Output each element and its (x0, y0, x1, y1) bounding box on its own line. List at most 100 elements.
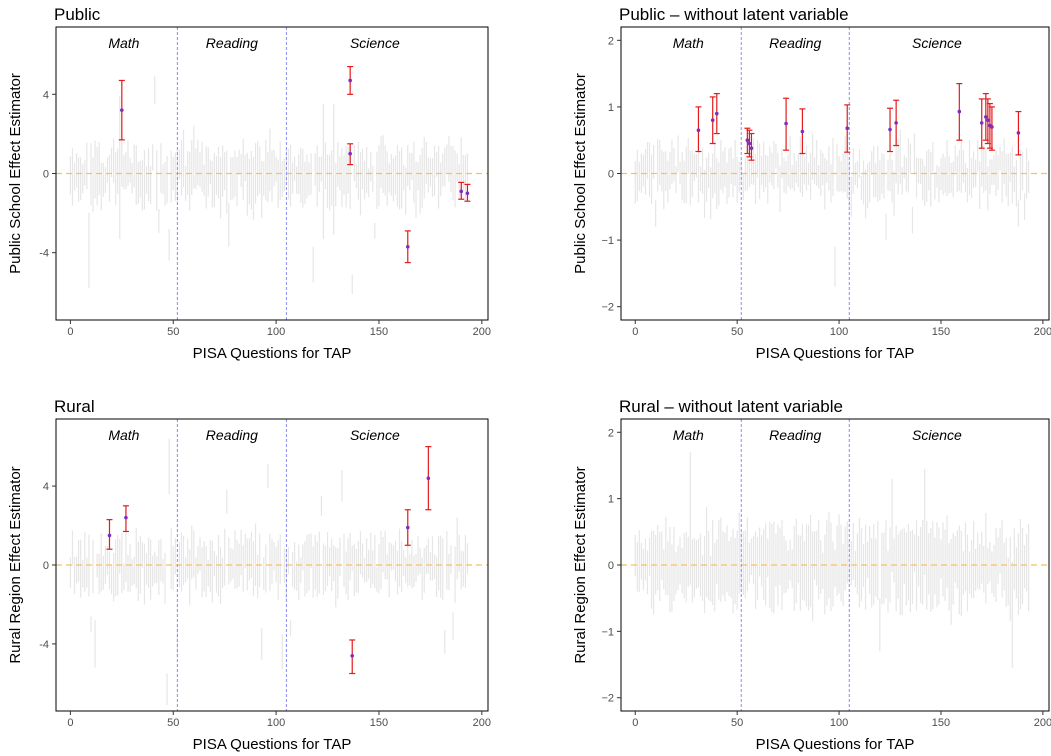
chart-0-point-estimate (465, 191, 470, 196)
chart-1-point-estimate (986, 118, 990, 123)
chart-3-ylabel: Rural Region Effect Estimator (572, 466, 589, 663)
chart-2-section-label: Math (108, 427, 139, 443)
chart-1-point-estimate (845, 126, 850, 131)
chart-2-xtick-label: 150 (370, 717, 388, 729)
chart-3-xtick-label: 200 (1034, 717, 1051, 729)
chart-1-point-estimate (747, 141, 752, 146)
chart-1-point-estimate (784, 121, 788, 126)
chart-1-xtick-label: 100 (830, 326, 848, 338)
chart-1-highlighted-estimate (844, 104, 851, 153)
chart-1-point-estimate (745, 138, 750, 143)
chart-2-xtick-label: 0 (67, 717, 73, 729)
chart-3-xtick-label: 0 (632, 717, 638, 729)
chart-0-ytick-label: -4 (39, 248, 49, 260)
chart-1-highlighted-estimate (713, 92, 720, 135)
chart-1-highlighted-estimate (986, 102, 993, 149)
chart-2-ylabel: Rural Region Effect Estimator (7, 466, 24, 663)
chart-2-highlighted-estimate (404, 509, 411, 546)
chart-0-background-intervals (69, 76, 469, 295)
chart-1-highlighted-estimate (988, 106, 995, 151)
chart-0-ytick-label: 4 (43, 89, 49, 101)
chart-0-section-label: Reading (206, 35, 258, 51)
chart-1-point-estimate (990, 125, 994, 129)
chart-0-point-estimate (348, 151, 352, 156)
chart-2-section-label: Reading (206, 427, 258, 443)
chart-2-highlighted-estimate (106, 519, 113, 550)
chart-3-ytick-label: −2 (601, 693, 614, 705)
chart-0-highlighted-estimate (464, 183, 471, 202)
chart-2-highlighted-estimate (349, 639, 356, 675)
chart-2-xtick-label: 100 (267, 717, 285, 729)
chart-1-point-estimate (1016, 131, 1021, 135)
chart-1-section-label: Science (912, 35, 962, 51)
chart-0-xlabel: PISA Questions for TAP (193, 345, 352, 362)
chart-1-point-estimate (984, 115, 988, 119)
chart-1-highlighted-estimate (887, 107, 894, 153)
chart-2-title: Rural (54, 397, 95, 416)
chart-2-xtick-label: 50 (167, 717, 179, 729)
chart-1-highlighted-estimate (1015, 110, 1022, 156)
chart-2-highlighted-estimate (122, 505, 129, 533)
chart-1-highlighted-estimate (748, 132, 755, 161)
chart-2-background-intervals (69, 438, 469, 706)
chart-1-xlabel: PISA Questions for TAP (756, 345, 915, 362)
chart-1-ytick-label: 2 (608, 35, 614, 47)
chart-1-point-estimate (888, 127, 892, 132)
chart-3-background-intervals (634, 452, 1030, 668)
chart-0-point-estimate (348, 78, 352, 83)
chart-2-xlabel: PISA Questions for TAP (193, 736, 352, 753)
chart-1-highlighted-estimate (893, 99, 900, 147)
chart-2-highlighted-estimate (425, 446, 432, 511)
chart-3-xtick-label: 100 (830, 717, 848, 729)
panel-public-without-latent: Public – without latent variable Public S… (572, 5, 1051, 362)
chart-0-highlighted-estimate (118, 79, 125, 141)
chart-1-xtick-label: 200 (1034, 326, 1051, 338)
chart-0-xtick-label: 100 (267, 326, 285, 338)
chart-0-highlighted-estimate (404, 230, 411, 264)
panel-rural-without-latent: Rural – without latent variable Rural Reg… (572, 397, 1051, 753)
chart-0-highlighted-estimate (347, 65, 354, 95)
chart-3-section-label: Science (912, 427, 962, 443)
chart-1-ytick-label: 0 (608, 169, 614, 181)
chart-1-ytick-label: −2 (601, 302, 614, 314)
chart-1-xtick-label: 50 (731, 326, 743, 338)
chart-2-ytick-label: 4 (43, 481, 49, 493)
chart-3-xtick-label: 150 (932, 717, 950, 729)
chart-0-xtick-label: 0 (67, 326, 73, 338)
chart-1-ytick-label: −1 (601, 235, 614, 247)
chart-3-section-label: Reading (769, 427, 821, 443)
chart-1-point-estimate (710, 118, 715, 123)
chart-0-section-label: Math (108, 35, 139, 51)
chart-2-point-estimate (405, 525, 410, 530)
chart-2-point-estimate (426, 476, 431, 480)
chart-1-highlighted-estimate (799, 108, 806, 155)
chart-3-ytick-label: −1 (601, 626, 614, 638)
chart-1-point-estimate (714, 111, 719, 116)
chart-0-point-estimate (459, 189, 464, 194)
chart-1-xtick-label: 150 (932, 326, 950, 338)
chart-3-title: Rural – without latent variable (619, 397, 843, 416)
chart-1-xtick-label: 0 (632, 326, 638, 338)
chart-3-section-label: Math (673, 427, 704, 443)
chart-0-point-estimate (120, 108, 124, 112)
chart-1-point-estimate (696, 128, 701, 133)
chart-1-highlighted-estimate (984, 98, 991, 145)
chart-0-highlighted-estimate (458, 181, 465, 200)
chart-1-highlighted-estimate (978, 98, 985, 149)
chart-2-section-label: Science (350, 427, 400, 443)
chart-1-highlighted-estimate (695, 106, 702, 153)
chart-0-ytick-label: 0 (43, 169, 49, 181)
chart-2-ytick-label: 0 (43, 560, 49, 572)
chart-3-ytick-label: 0 (608, 560, 614, 572)
chart-0-ylabel: Public School Effect Estimator (7, 73, 24, 274)
chart-0-xtick-label: 200 (473, 326, 491, 338)
chart-0-xtick-label: 50 (167, 326, 179, 338)
chart-1-point-estimate (800, 129, 805, 134)
chart-2-ytick-label: -4 (39, 639, 49, 651)
panel-public: Public Public School Effect Estimator PISA… (7, 5, 491, 362)
chart-1-point-estimate (957, 109, 962, 114)
chart-1-highlighted-estimate (709, 96, 716, 145)
chart-1-ytick-label: 1 (608, 102, 614, 114)
chart-1-section-label: Reading (769, 35, 821, 51)
